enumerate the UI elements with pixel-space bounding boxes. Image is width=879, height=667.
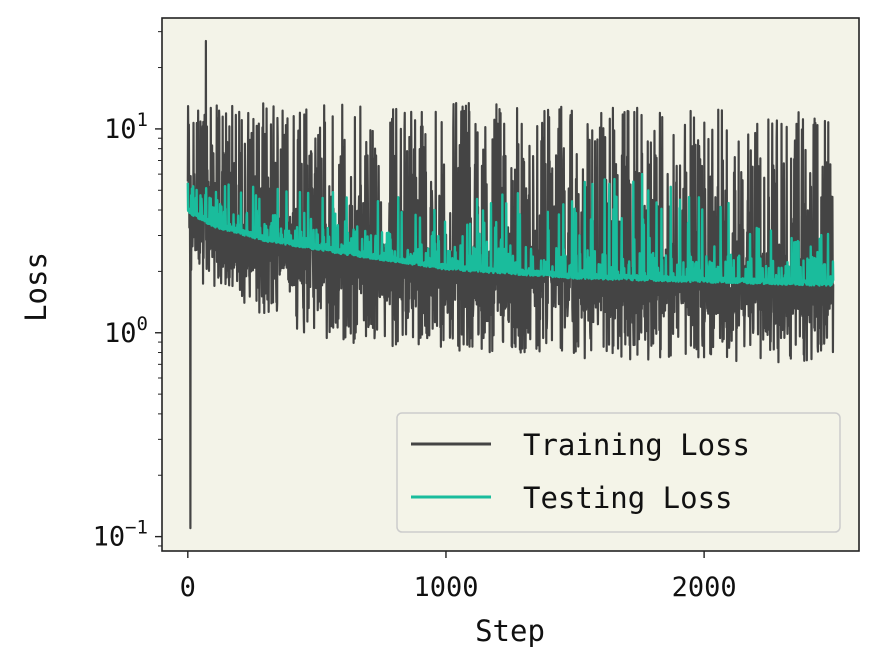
- plot-frame: [161, 17, 860, 552]
- legend-label-training: Training Loss: [523, 428, 750, 462]
- series-line-training-loss: [186, 39, 835, 530]
- y-tick-base: 10: [104, 114, 137, 145]
- x-axis-label: Step: [475, 614, 545, 648]
- x-axis-ticks: 0 1000 2000: [180, 551, 737, 603]
- y-tick-exponent: −1: [125, 517, 148, 539]
- y-tick-base: 10: [93, 522, 126, 553]
- series-layer: [186, 39, 835, 530]
- legend-box: [396, 412, 841, 533]
- series-line-testing-loss: [186, 172, 835, 287]
- x-tick-label: 2000: [672, 572, 737, 603]
- y-tick-label: 100: [104, 313, 148, 349]
- y-axis-label: Loss: [19, 252, 53, 322]
- legend-label-testing: Testing Loss: [523, 481, 733, 515]
- x-tick-label: 1000: [413, 572, 478, 603]
- y-tick-label: 10−1: [93, 517, 148, 553]
- x-tick-label: 0: [180, 572, 196, 603]
- y-tick-label: 101: [104, 109, 148, 145]
- y-tick-exponent: 1: [137, 109, 148, 131]
- legend: Training Loss Testing Loss: [396, 412, 841, 533]
- y-tick-base: 10: [104, 318, 137, 349]
- y-tick-exponent: 0: [137, 313, 148, 335]
